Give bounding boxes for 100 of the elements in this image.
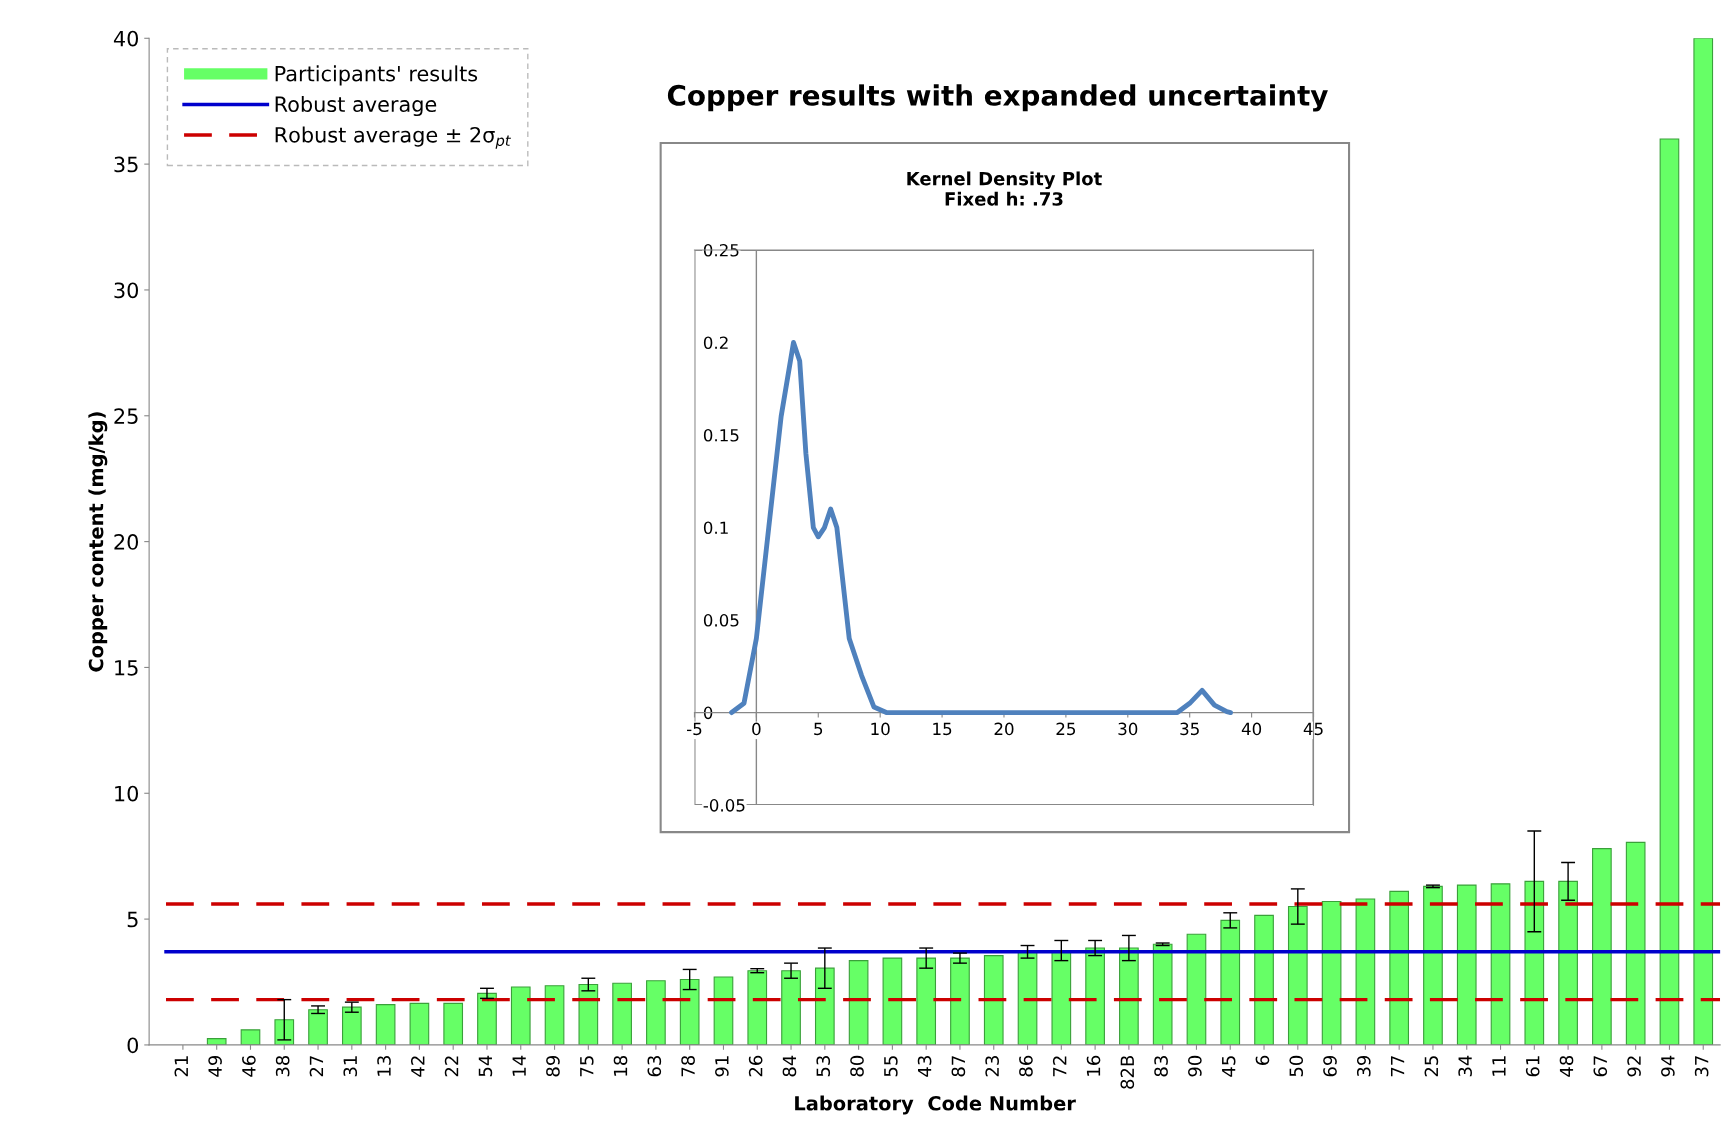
bar (1490, 883, 1511, 1045)
bar (747, 970, 768, 1045)
x-tick-label: 84 (782, 1055, 797, 1077)
bar (1321, 900, 1342, 1045)
bar (1355, 898, 1376, 1045)
bar (409, 1002, 430, 1045)
bar (781, 970, 801, 1045)
x-tick-label: 16 (1086, 1055, 1101, 1076)
y-tick-label: 25 (114, 408, 138, 424)
legend-label: Robust average (275, 95, 437, 117)
bar (612, 982, 632, 1045)
bar (544, 985, 565, 1045)
bar (950, 957, 970, 1045)
bar (1625, 841, 1646, 1045)
x-tick-label: 37 (1694, 1056, 1709, 1077)
bar (1693, 38, 1714, 1045)
x-tick-label: 54 (478, 1055, 493, 1077)
x-tick-label: 45 (1222, 1056, 1236, 1077)
bar (1389, 890, 1410, 1045)
bar (1254, 914, 1274, 1045)
x-tick-label: 40 (1241, 722, 1262, 736)
y-tick-label: 35 (114, 156, 138, 173)
text: Copper results with expanded uncertainty (667, 84, 1328, 112)
y-tick-label: 0.15 (703, 428, 739, 442)
bar (713, 976, 734, 1045)
x-tick-label: 18 (613, 1055, 628, 1076)
x-tick-label: 6 (1255, 1055, 1270, 1065)
x-tick-label: 80 (850, 1055, 864, 1077)
bar (308, 1009, 328, 1045)
bar (375, 1004, 396, 1045)
x-tick-label: 35 (1180, 722, 1199, 736)
bar (983, 955, 1004, 1045)
bar (443, 1002, 464, 1045)
x-tick-label: 10 (871, 722, 890, 736)
x-tick-label: 25 (1056, 722, 1076, 736)
x-tick-label: 39 (1356, 1055, 1371, 1077)
x-tick-label: 92 (1627, 1056, 1641, 1077)
x-tick-label: 72 (1052, 1056, 1067, 1077)
x-tick-label: 78 (681, 1055, 695, 1077)
y-tick-label: 15 (115, 660, 138, 676)
x-tick-label: 15 (933, 722, 952, 736)
y-tick-label: 0 (127, 1037, 139, 1054)
x-tick-label: 63 (647, 1056, 662, 1077)
x-tick-label: 42 (410, 1056, 425, 1077)
x-tick-label: 86 (1019, 1055, 1033, 1077)
bar (1287, 905, 1308, 1045)
bar (240, 1029, 261, 1045)
x-tick-label: 21 (174, 1056, 188, 1077)
x-tick-label: 38 (275, 1055, 290, 1077)
bar (1659, 138, 1680, 1045)
bar (1220, 919, 1241, 1045)
x-tick-label: 50 (1289, 1055, 1304, 1077)
y-tick-label: 40 (113, 30, 139, 47)
bar (206, 1038, 227, 1045)
bar (814, 967, 835, 1045)
x-tick-label: 53 (816, 1056, 831, 1077)
y-tick-label: 0.1 (703, 521, 728, 535)
bar (1524, 880, 1545, 1045)
chart-title: Kernel Density Plot (907, 171, 1102, 190)
x-tick-label: 22 (444, 1056, 459, 1077)
x-tick-label: 27 (309, 1056, 324, 1077)
x-tick-label: 45 (1303, 722, 1323, 736)
x-tick-label: 14 (512, 1055, 526, 1076)
x-tick-label: 75 (580, 1056, 594, 1077)
x-tick-label: 5 (814, 722, 823, 736)
bar (578, 983, 599, 1045)
x-tick-label: 77 (1390, 1056, 1405, 1077)
x-tick-label: 43 (917, 1056, 932, 1077)
bar (679, 978, 700, 1045)
y-tick-label: 10 (115, 785, 139, 802)
x-tick-label: 87 (951, 1056, 966, 1077)
x-tick-label: 89 (546, 1055, 560, 1077)
bar (274, 1019, 295, 1045)
x-tick-label: 91 (715, 1056, 729, 1077)
x-tick-label: 30 (1118, 722, 1138, 736)
bar (1456, 884, 1477, 1045)
bar (916, 957, 937, 1045)
bar (646, 980, 666, 1045)
x-tick-label: 83 (1154, 1056, 1168, 1077)
x-tick-label: 82B (1120, 1055, 1135, 1089)
x-tick-label: 31 (343, 1056, 358, 1077)
bar (882, 957, 903, 1045)
y-tick-label: 5 (127, 911, 138, 928)
x-tick-label: 13 (377, 1056, 391, 1076)
y-tick-label: 0.2 (703, 336, 728, 350)
x-tick-label: 48 (1559, 1055, 1574, 1077)
bar (510, 986, 531, 1045)
x-tick-label: 61 (1525, 1056, 1540, 1077)
x-tick-label: 46 (242, 1055, 256, 1077)
y-tick-label: 30 (114, 282, 139, 299)
bar (1017, 951, 1038, 1045)
y-tick-label: 0.05 (703, 614, 739, 627)
y-axis-title: Copper content (mg/kg) (88, 412, 108, 672)
x-axis-title: Laboratory Code Number (795, 1095, 1076, 1115)
x-tick-label: 25 (1424, 1056, 1439, 1077)
bar (1186, 933, 1207, 1045)
y-tick-label: -0.05 (703, 799, 745, 812)
x-tick-label: 20 (994, 722, 1014, 736)
legend-label: Robust average ± 2σ$_{pt}$ (275, 126, 512, 149)
bar (341, 1006, 362, 1045)
